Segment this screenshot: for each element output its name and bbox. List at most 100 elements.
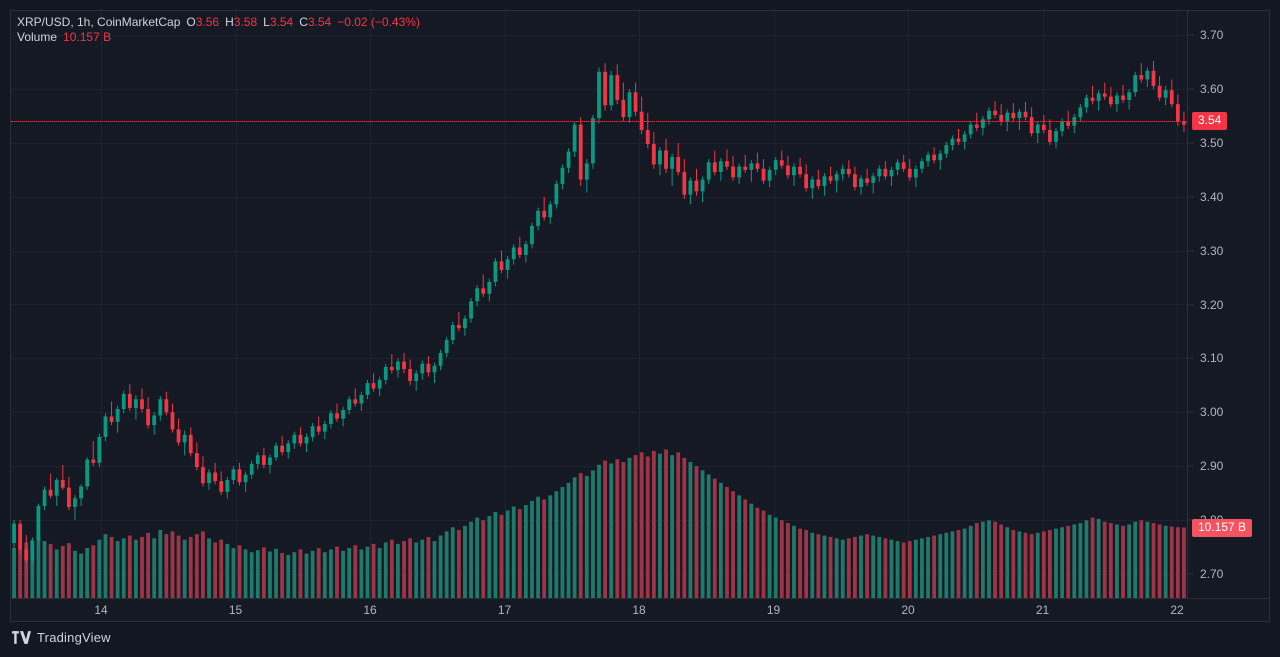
candle-body (718, 161, 723, 173)
chart-frame: XRP/USD, 1h, CoinMarketCap O3.56 H3.58 L3.5… (10, 10, 1270, 622)
volume-bar (420, 539, 425, 598)
candle-body (980, 119, 985, 128)
price-tick-dash (1188, 142, 1194, 144)
candle-body (24, 549, 29, 560)
candle-body (731, 166, 735, 178)
candle-wick (744, 154, 746, 174)
volume-bar (980, 521, 985, 598)
candle-body (859, 178, 863, 188)
volume-bar (505, 510, 510, 598)
candle-body (48, 489, 53, 496)
volume-bar (91, 545, 96, 598)
candle-body (572, 124, 577, 152)
current-volume-badge[interactable]: 10.157 B (1192, 518, 1253, 537)
candle-body (542, 210, 547, 218)
volume-bar (237, 545, 242, 598)
volume-bar (700, 470, 705, 598)
candle-body (645, 130, 650, 145)
candle-body (591, 118, 595, 164)
candle-body (1054, 131, 1058, 142)
candle-body (1017, 111, 1022, 119)
volume-bar (389, 539, 394, 598)
volume-bar (853, 536, 857, 598)
volume-bar (450, 527, 455, 598)
candle-wick (50, 473, 52, 499)
candle-body (938, 153, 943, 161)
volume-bar (42, 541, 47, 598)
volume-bar (706, 474, 711, 598)
current-price-line (11, 121, 1187, 122)
volume-bar (664, 449, 668, 598)
candle-body (889, 169, 894, 177)
volume-bar (402, 541, 406, 598)
volume-bar (377, 548, 382, 598)
volume-bar (1029, 534, 1034, 598)
horizontal-gridline (11, 143, 1187, 144)
volume-bar (225, 543, 230, 598)
tradingview-logo[interactable]: TradingView (12, 630, 111, 645)
volume-bar (1151, 523, 1156, 598)
volume-bar (603, 460, 607, 598)
volume-bar (889, 539, 894, 598)
candle-body (1023, 111, 1028, 118)
candle-body (194, 453, 199, 468)
candle-body (1084, 97, 1089, 108)
candle-body (310, 426, 315, 437)
candle-wick (994, 100, 996, 119)
candle-body (450, 324, 455, 341)
candle-body (261, 455, 266, 465)
volume-bar (146, 532, 150, 598)
volume-bar (36, 538, 41, 598)
volume-bar (883, 538, 888, 598)
candle-body (670, 156, 675, 169)
time-scale[interactable]: 14 15 16 17 18 19 20 21 22 (11, 598, 1269, 621)
time-tick-label: 14 (94, 603, 108, 617)
volume-bar (676, 452, 681, 598)
horizontal-gridline (11, 412, 1187, 413)
candle-body (578, 124, 583, 180)
candle-body (633, 92, 638, 112)
volume-bar (773, 517, 778, 598)
vertical-gridline (370, 11, 371, 598)
candle-wick (1092, 85, 1094, 105)
candle-wick (750, 160, 752, 182)
candle-body (536, 210, 540, 226)
candle-wick (939, 150, 941, 170)
volume-bar (798, 528, 802, 598)
volume-bar (85, 548, 90, 598)
volume-bar (481, 520, 486, 598)
candle-body (584, 163, 589, 180)
volume-bar (1169, 526, 1174, 598)
candle-wick (1140, 63, 1142, 83)
candle-body (621, 99, 626, 118)
volume-bar (737, 495, 742, 598)
volume-bar (213, 542, 218, 598)
candle-body (475, 288, 480, 302)
candle-body (115, 408, 120, 422)
candle-body (609, 75, 614, 106)
volume-bar (804, 530, 809, 598)
volume-bar (694, 466, 699, 598)
candle-body (737, 166, 742, 178)
candle-body (243, 474, 248, 483)
volume-bar (1096, 518, 1101, 598)
candle-body (54, 480, 59, 496)
chart-pane[interactable] (11, 11, 1187, 598)
volume-bar (182, 539, 187, 598)
candle-body (274, 445, 278, 458)
candle-body (134, 399, 138, 408)
candle-body (926, 154, 930, 162)
candle-body (420, 363, 425, 374)
candle-body (877, 168, 882, 177)
candle-body (834, 174, 839, 181)
candle-body (207, 472, 211, 484)
volume-bar (572, 477, 577, 598)
volume-bar (255, 550, 260, 598)
candle-body (329, 413, 333, 425)
volume-bar (1157, 524, 1162, 598)
current-price-badge[interactable]: 3.54 (1192, 112, 1228, 131)
price-tick-label: 2.90 (1200, 459, 1224, 474)
candle-body (639, 111, 644, 131)
price-scale[interactable]: 3.703.603.503.403.303.203.103.002.902.80… (1187, 11, 1269, 598)
